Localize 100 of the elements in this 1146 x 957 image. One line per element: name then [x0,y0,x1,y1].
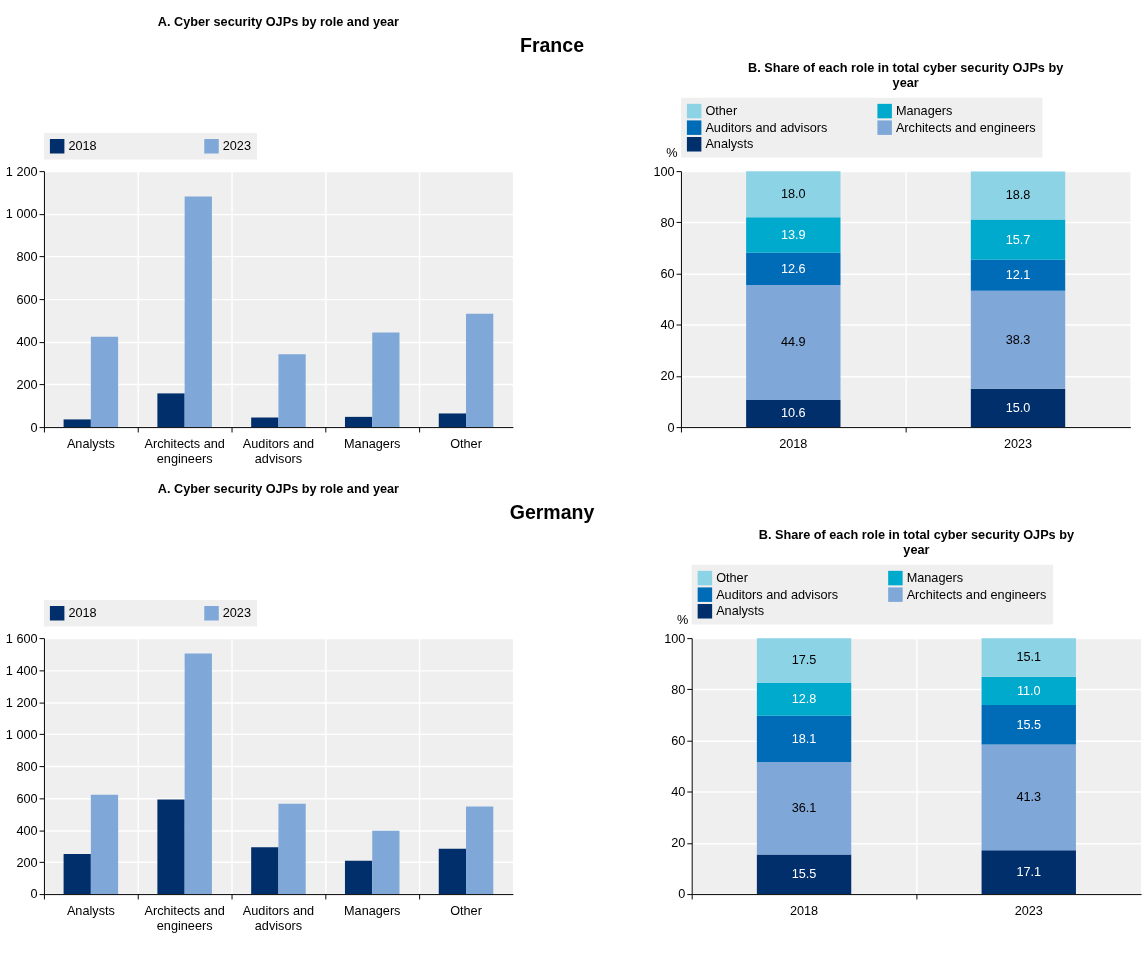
data-label: 38.3 [1005,332,1031,347]
chart-title: A. Cyber security OJPs by role and year [157,14,400,29]
y-tick-label: 1 600 [5,631,38,646]
bar [251,847,279,895]
data-label: 12.8 [791,692,817,707]
bar [157,799,185,895]
x-tick-label: Analysts [66,904,115,919]
legend-label: Managers [895,104,953,118]
y-tick-label: 20 [671,836,686,851]
bar [344,416,373,428]
bar [756,762,852,855]
data-label: 12.1 [1005,268,1031,283]
y-tick-label: 1 200 [5,695,38,710]
y-tick-label: 400 [16,823,38,838]
y-tick-label: 0 [667,420,675,435]
y-tick-label: 60 [671,733,686,748]
y-tick-label: 20 [660,369,675,384]
data-label: 13.9 [780,227,806,242]
y-tick-label: 200 [16,855,38,870]
bar [251,417,279,428]
y-tick-label: 800 [16,249,38,264]
bar [438,413,467,428]
data-label: 15.5 [791,867,817,882]
bar [372,830,400,895]
y-tick-label: 600 [16,292,38,307]
y-tick-label: 0 [678,887,686,902]
bar [438,848,467,895]
y-tick-label: 200 [16,377,38,392]
bar [466,313,494,428]
y-tick-label: 80 [671,682,686,697]
bar [466,806,494,895]
data-label: 15.1 [1016,650,1042,665]
y-tick-label: 600 [16,791,38,806]
x-tick-label: 2023 [1014,904,1043,919]
bar [756,682,852,716]
bar [970,388,1066,428]
x-tick-label: Managers [344,437,401,452]
chart-title: B. Share of each role in total cyber security OJPs by year [758,528,1074,558]
data-label: 18.0 [780,187,806,202]
bar [278,354,306,428]
bar [981,638,1076,677]
y-tick-label: 40 [671,785,686,800]
bar [970,171,1066,220]
x-tick-label: Architects and engineers [144,904,225,933]
x-tick-label: Architects and engineers [144,437,225,466]
x-tick-label: 2018 [779,437,808,452]
bar [746,285,841,400]
bar [981,744,1076,851]
bar [746,171,841,218]
bar [278,803,306,895]
legend-label: Auditors and advisors [705,120,828,135]
data-label: 12.6 [780,261,806,276]
bar [970,290,1066,389]
bar [756,715,852,763]
y-tick-label: 1 000 [5,727,38,742]
legend-label: Other [705,104,738,118]
x-tick-label: Auditors and advisors [242,904,315,933]
y-axis-title: % [677,612,689,627]
bar [746,399,841,428]
y-tick-label: 400 [16,335,38,350]
y-tick-label: 1 000 [5,207,38,222]
data-label: 36.1 [791,801,817,816]
bar [63,419,91,428]
y-tick-label: 1 200 [5,164,38,179]
data-label: 15.5 [1016,717,1042,732]
x-tick-label: 2023 [1003,437,1033,452]
bar [184,653,212,895]
bar [746,252,841,286]
bar [157,393,185,428]
x-tick-label: Managers [344,904,401,919]
text: Germany [509,500,595,523]
data-label: 17.1 [1016,865,1042,880]
y-tick-label: 0 [30,420,38,435]
y-tick-label: 80 [660,215,675,230]
bar [981,676,1076,705]
legend-label: Architects and engineers [895,120,1036,135]
x-tick-label: Other [450,904,483,919]
data-label: 15.0 [1005,400,1031,415]
data-label: 10.6 [780,406,806,421]
data-label: 44.9 [780,335,806,350]
data-label: 15.7 [1005,232,1031,247]
y-tick-label: 40 [660,318,675,333]
bar [970,219,1066,260]
legend-label: Analysts [705,137,754,152]
x-tick-label: Other [450,437,483,452]
bar [372,332,400,428]
text: France [519,33,585,56]
bar [981,850,1076,895]
y-tick-label: 100 [664,631,686,646]
bar [90,794,119,895]
x-tick-label: 2018 [789,904,819,919]
chart-title: A. Cyber security OJPs by role and year [157,481,400,496]
y-tick-label: 0 [30,887,38,902]
bar [981,704,1076,745]
bar [970,259,1066,291]
data-label: 18.8 [1005,188,1031,203]
x-tick-label: Analysts [66,437,115,452]
y-tick-label: 800 [16,759,38,774]
legend-label: 2018 [68,606,97,621]
legend-label: Architects and engineers [906,587,1047,602]
